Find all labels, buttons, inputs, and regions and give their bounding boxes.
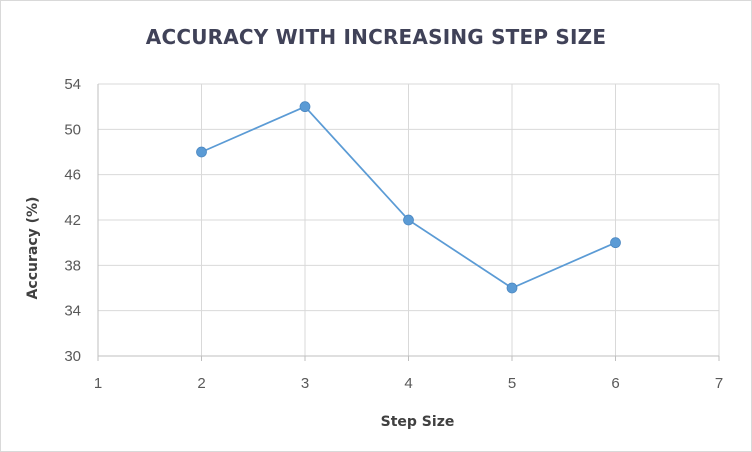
x-tick-label-2: 2: [197, 375, 205, 392]
y-tick-label-42: 42: [64, 212, 81, 229]
series-accuracy: [196, 101, 621, 294]
y-tick-label-46: 46: [64, 167, 81, 184]
x-tick-label-5: 5: [508, 375, 516, 392]
data-point-5: [506, 282, 518, 294]
data-point-2: [196, 146, 207, 158]
y-tick-label-34: 34: [64, 303, 81, 320]
x-tick-label-4: 4: [404, 375, 412, 392]
axes: [97, 84, 720, 361]
data-point-4: [403, 214, 414, 226]
data-point-6: [610, 237, 621, 249]
x-tick-label-3: 3: [301, 375, 309, 392]
y-axis-title: Accuracy (%): [25, 197, 41, 300]
x-tick-label-6: 6: [611, 375, 619, 392]
x-tick-label-7: 7: [715, 375, 723, 392]
x-axis-title: Step Size: [381, 414, 455, 430]
data-point-3: [299, 101, 311, 113]
y-tick-label-38: 38: [64, 257, 81, 274]
y-tick-label-50: 50: [64, 121, 81, 138]
y-tick-label-30: 30: [64, 348, 81, 365]
x-tick-label-1: 1: [94, 375, 102, 392]
y-tick-label-54: 54: [64, 76, 81, 93]
chart-title: ACCURACY WITH INCREASING STEP SIZE: [145, 25, 607, 49]
